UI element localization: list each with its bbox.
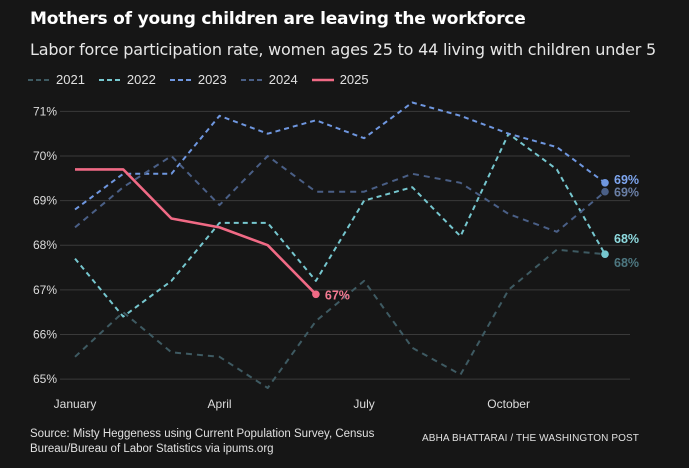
y-tick-label: 71% bbox=[33, 104, 57, 118]
legend: 2021 2022 2023 2024 2025 bbox=[28, 72, 369, 87]
chart-title: Mothers of young children are leaving th… bbox=[30, 9, 526, 29]
gridlines bbox=[60, 110, 630, 380]
x-tick-label: January bbox=[54, 397, 97, 411]
source-note: Source: Misty Heggeness using Current Po… bbox=[30, 428, 375, 455]
legend-label-2023: 2023 bbox=[197, 72, 227, 87]
end-label-2021: 68% bbox=[614, 256, 639, 270]
y-tick-label: 67% bbox=[33, 283, 57, 297]
y-tick-label: 68% bbox=[33, 238, 57, 252]
series-line-2021 bbox=[74, 248, 606, 389]
line-chart: 65% 66% 67% 68% 69% 70% 71% January April July Oc… bbox=[33, 101, 639, 411]
chart-subtitle: Labor force participation rate, women ag… bbox=[30, 40, 656, 59]
legend-label-2022: 2022 bbox=[126, 72, 156, 87]
end-labels: 68% 68% 69%69% 67% bbox=[325, 173, 639, 303]
x-tick-label: October bbox=[487, 397, 530, 411]
legend-label-2021: 2021 bbox=[56, 72, 85, 87]
legend-label-2025: 2025 bbox=[339, 72, 369, 87]
end-point-2023 bbox=[601, 178, 609, 187]
y-tick-label: 69% bbox=[33, 194, 57, 208]
credit-line: ABHA BHATTARAI / THE WASHINGTON POST bbox=[422, 433, 639, 444]
legend-swatch-2022 bbox=[98, 78, 121, 81]
series-line-2022 bbox=[74, 132, 606, 318]
x-tick-label: April bbox=[208, 397, 232, 411]
legend-item-2021: 2021 bbox=[28, 72, 85, 87]
x-tick-label: July bbox=[353, 397, 374, 411]
legend-swatch-2024 bbox=[240, 78, 263, 81]
end-point-2024 bbox=[601, 187, 609, 196]
end-label-2022: 68% bbox=[614, 232, 639, 246]
legend-item-2022: 2022 bbox=[98, 72, 156, 87]
legend-item-2023: 2023 bbox=[169, 72, 227, 87]
series-lines bbox=[74, 101, 609, 389]
x-axis-ticks: January April July October bbox=[54, 397, 530, 411]
end-point-2022 bbox=[601, 250, 609, 258]
y-tick-label: 65% bbox=[33, 372, 57, 386]
end-label-2024: 69% bbox=[614, 186, 639, 200]
series-line-2023 bbox=[74, 101, 606, 211]
legend-label-2024: 2024 bbox=[268, 72, 298, 87]
series-line-2025 bbox=[75, 168, 317, 296]
legend-item-2025: 2025 bbox=[311, 72, 369, 87]
end-point-2025 bbox=[312, 290, 320, 299]
legend-swatch-2025 bbox=[311, 78, 334, 81]
legend-item-2024: 2024 bbox=[240, 72, 298, 87]
legend-swatch-2023 bbox=[169, 78, 192, 81]
series-line-2024 bbox=[74, 155, 606, 233]
y-tick-label: 70% bbox=[33, 149, 57, 163]
end-label-2025: 67% bbox=[325, 288, 350, 302]
y-tick-label: 66% bbox=[33, 327, 57, 341]
legend-swatch-2021 bbox=[28, 78, 50, 81]
y-axis-ticks: 65% 66% 67% 68% 69% 70% 71% bbox=[33, 104, 57, 386]
end-label-2023: 69% bbox=[614, 173, 639, 187]
